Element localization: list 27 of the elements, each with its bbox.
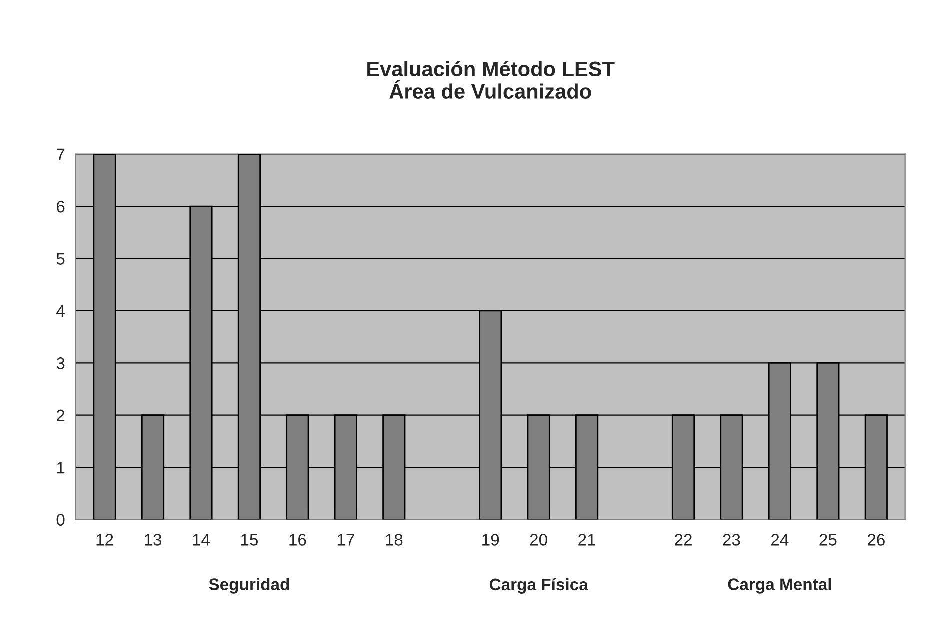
x-tick-label: 24 — [772, 534, 789, 546]
chart-title: Evaluación Método LEST Área de Vulcanizado — [368, 61, 615, 99]
text: Carga Física — [490, 578, 588, 594]
x-tick-label: 14 — [193, 534, 210, 546]
x-tick-label: 13 — [145, 534, 162, 546]
y-tick-label: 5 — [56, 253, 65, 265]
x-tick-label: 15 — [241, 534, 258, 546]
y-tick-label: 0 — [56, 514, 65, 526]
y-tick-label: 2 — [56, 410, 65, 422]
x-tick-label: 16 — [290, 534, 306, 546]
y-tick-label: 4 — [56, 306, 65, 317]
x-tick-label: 18 — [386, 534, 403, 546]
x-tick-label: 21 — [578, 534, 596, 546]
x-tick-label: 25 — [820, 534, 837, 546]
y-tick-label: 3 — [56, 358, 65, 370]
x-tick-label: 20 — [530, 534, 548, 546]
y-tick-label: 1 — [57, 462, 65, 474]
x-tick-label: 12 — [96, 534, 114, 546]
y-tick-label: 7 — [57, 148, 65, 160]
x-tick-label: 19 — [482, 534, 500, 546]
x-tick-label: 22 — [675, 534, 692, 546]
x-tick-label: 17 — [338, 534, 354, 546]
y-tick-label: 6 — [57, 200, 65, 213]
x-tick-label: 23 — [723, 534, 740, 546]
text: Carga Mental — [728, 578, 832, 594]
text: Seguridad — [209, 578, 290, 594]
x-tick-label: 26 — [868, 534, 885, 546]
